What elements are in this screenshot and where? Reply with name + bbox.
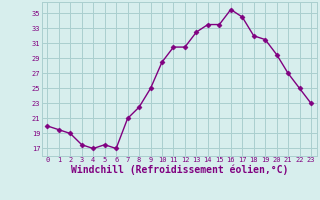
X-axis label: Windchill (Refroidissement éolien,°C): Windchill (Refroidissement éolien,°C) xyxy=(70,165,288,175)
